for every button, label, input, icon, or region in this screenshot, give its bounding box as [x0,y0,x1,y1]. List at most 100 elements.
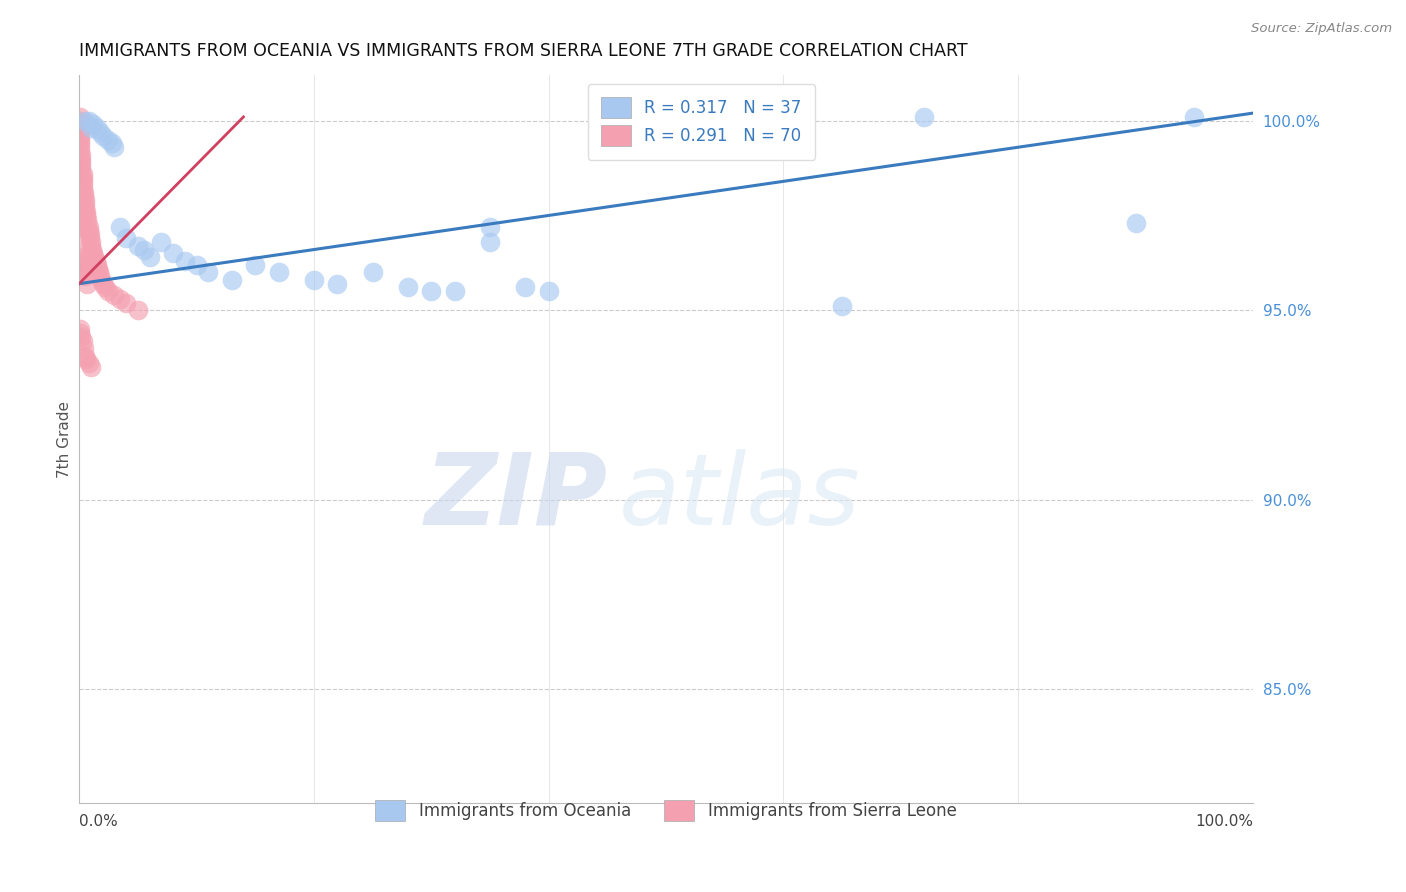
Point [197,265,219,279]
Point [537,285,560,299]
Point [86,121,108,136]
Point [912,110,935,124]
Point [70,148,93,162]
Point [70,159,93,173]
Point [115,231,138,245]
Point [73,189,96,203]
Point [82,246,104,260]
Point [101,136,124,151]
Point [478,219,501,234]
Point [1182,110,1205,124]
Point [69,118,91,132]
Point [91,277,114,291]
Point [138,250,160,264]
Point [86,258,108,272]
Point [80,360,103,375]
Legend: Immigrants from Oceania, Immigrants from Sierra Leone: Immigrants from Oceania, Immigrants from… [363,787,970,835]
Point [84,254,107,268]
Point [186,258,208,272]
Point [72,334,94,348]
Point [70,155,93,169]
Point [69,125,91,139]
Point [69,136,91,151]
Point [103,140,125,154]
Point [69,227,91,242]
Point [150,235,173,249]
Point [79,227,101,242]
Point [70,152,93,166]
Point [221,273,243,287]
Text: IMMIGRANTS FROM OCEANIA VS IMMIGRANTS FROM SIERRA LEONE 7TH GRADE CORRELATION CH: IMMIGRANTS FROM OCEANIA VS IMMIGRANTS FR… [79,42,967,60]
Point [73,269,96,284]
Point [127,239,149,253]
Point [108,219,131,234]
Point [443,285,465,299]
Point [77,356,100,370]
Point [108,292,131,306]
Point [69,219,91,234]
Point [76,277,98,291]
Point [97,285,120,299]
Point [72,261,94,276]
Point [245,258,267,272]
Point [69,322,91,336]
Point [83,250,105,264]
Y-axis label: 7th Grade: 7th Grade [58,401,72,477]
Point [72,258,94,272]
Point [69,110,91,124]
Point [77,113,100,128]
Point [1125,216,1147,230]
Point [87,265,110,279]
Point [115,295,138,310]
Point [82,118,104,132]
Point [73,201,96,215]
Point [70,246,93,260]
Point [75,204,97,219]
Point [69,144,91,158]
Point [73,194,96,208]
Point [127,303,149,318]
Point [90,273,112,287]
Point [89,269,111,284]
Point [396,280,419,294]
Point [73,265,96,279]
Point [103,288,125,302]
Point [97,133,120,147]
Point [94,280,117,294]
Text: atlas: atlas [619,449,860,546]
Point [70,163,93,178]
Text: 0.0%: 0.0% [79,814,118,830]
Point [75,352,97,367]
Point [76,212,98,227]
Point [72,167,94,181]
Point [89,125,111,139]
Point [80,239,103,253]
Point [69,326,91,340]
Point [132,243,155,257]
Point [73,113,96,128]
Point [515,280,537,294]
Text: ZIP: ZIP [425,449,607,546]
Point [267,265,290,279]
Point [72,178,94,193]
Point [69,140,91,154]
Point [80,243,103,257]
Point [79,231,101,245]
Point [70,330,93,344]
Point [302,273,325,287]
Point [72,170,94,185]
Point [72,182,94,196]
Point [69,133,91,147]
Point [73,349,96,363]
Point [478,235,501,249]
Point [70,250,93,264]
Point [69,128,91,143]
Point [77,224,100,238]
Point [75,209,97,223]
Point [72,174,94,188]
Text: Source: ZipAtlas.com: Source: ZipAtlas.com [1251,22,1392,36]
Point [80,235,103,249]
Point [70,254,93,268]
Point [173,254,195,268]
Point [73,186,96,200]
